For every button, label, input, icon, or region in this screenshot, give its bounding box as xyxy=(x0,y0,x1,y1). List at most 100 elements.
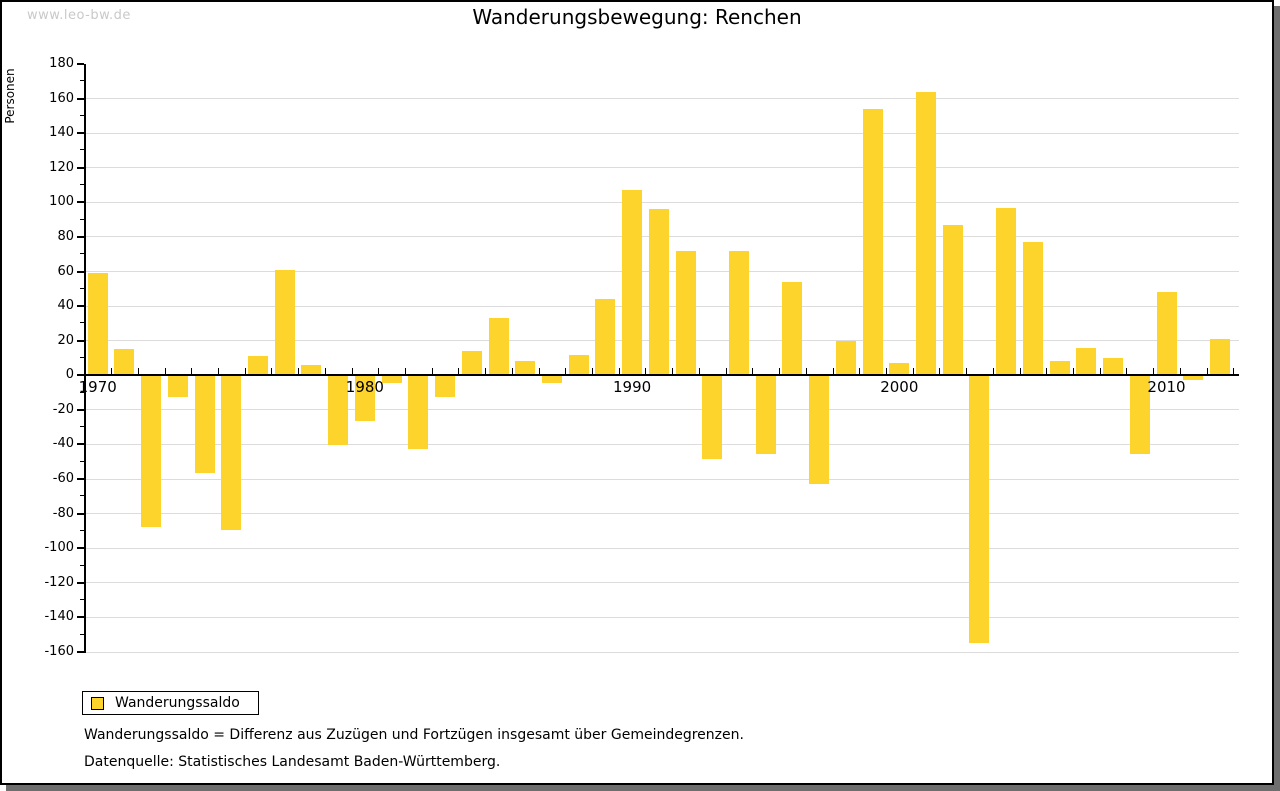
x-tick xyxy=(1206,368,1208,376)
x-tick xyxy=(672,368,674,376)
x-tick xyxy=(111,368,113,376)
x-tick-label: 2000 xyxy=(880,378,919,397)
x-tick xyxy=(645,368,647,376)
legend-box: Wanderungssaldo xyxy=(82,691,259,715)
y-tick-minor xyxy=(80,460,84,462)
x-tick-label: 2010 xyxy=(1147,378,1186,397)
bar-2008 xyxy=(1103,358,1124,376)
x-tick xyxy=(191,368,193,376)
bar-1975 xyxy=(221,376,242,531)
bar-1986 xyxy=(515,361,536,376)
bar-1999 xyxy=(862,108,883,376)
x-tick xyxy=(698,368,700,376)
y-tick-major xyxy=(77,374,84,377)
x-tick xyxy=(324,368,326,376)
y-tick-label: 160 xyxy=(49,90,74,106)
gridline xyxy=(84,132,1239,134)
y-tick-label: 120 xyxy=(49,159,74,175)
y-tick-major xyxy=(77,339,84,342)
x-tick xyxy=(378,368,380,376)
y-tick-label: 140 xyxy=(49,125,74,141)
y-tick-minor xyxy=(80,253,84,255)
bar-2005 xyxy=(1022,242,1043,376)
y-tick-major xyxy=(77,63,84,65)
y-tick-major xyxy=(77,408,84,411)
gridline xyxy=(84,513,1239,515)
y-tick-minor xyxy=(80,80,84,82)
x-tick xyxy=(298,368,300,376)
x-tick xyxy=(1233,368,1235,376)
x-tick xyxy=(805,368,807,376)
bar-1979 xyxy=(328,376,349,446)
bar-1971 xyxy=(114,349,135,376)
gridline xyxy=(84,443,1239,445)
y-tick-minor xyxy=(80,495,84,497)
x-tick xyxy=(351,368,353,376)
y-tick-label: -40 xyxy=(52,436,74,452)
footnote-source: Datenquelle: Statistisches Landesamt Bad… xyxy=(84,754,501,770)
x-tick xyxy=(1179,368,1181,376)
y-tick-label: -100 xyxy=(44,540,74,556)
bar-1983 xyxy=(435,376,456,398)
x-tick xyxy=(779,368,781,376)
x-tick-label: 1980 xyxy=(345,378,384,397)
gridline xyxy=(84,582,1239,584)
bar-1981 xyxy=(381,376,402,384)
bar-1992 xyxy=(675,250,696,376)
legend-label: Wanderungssaldo xyxy=(115,695,240,711)
y-tick-minor xyxy=(80,218,84,220)
x-tick xyxy=(752,368,754,376)
chart-title: Wanderungsbewegung: Renchen xyxy=(472,5,802,29)
y-tick-minor xyxy=(80,391,84,393)
bar-1974 xyxy=(194,376,215,474)
bar-1993 xyxy=(702,376,723,460)
y-tick-minor xyxy=(80,633,84,635)
y-tick-label: -120 xyxy=(44,574,74,590)
bar-1989 xyxy=(595,299,616,376)
bar-1998 xyxy=(835,340,856,376)
x-tick xyxy=(912,368,914,376)
y-tick-major xyxy=(77,132,84,135)
gridline xyxy=(84,616,1239,618)
y-tick-minor xyxy=(80,114,84,116)
x-tick xyxy=(511,368,513,376)
gridline xyxy=(84,201,1239,203)
x-tick xyxy=(618,368,620,376)
y-tick-major xyxy=(77,443,84,446)
bar-1978 xyxy=(301,364,322,376)
bar-2006 xyxy=(1049,361,1070,376)
bar-1970 xyxy=(87,273,108,376)
bar-2007 xyxy=(1076,347,1097,376)
bar-1995 xyxy=(755,376,776,455)
bar-2009 xyxy=(1129,376,1150,455)
y-tick-minor xyxy=(80,564,84,566)
y-tick-minor xyxy=(80,184,84,186)
gridline xyxy=(84,409,1239,411)
bar-2012 xyxy=(1209,338,1230,376)
bar-1987 xyxy=(541,376,562,384)
bar-1973 xyxy=(167,376,188,398)
x-tick-label: 1990 xyxy=(613,378,652,397)
bar-1988 xyxy=(568,354,589,376)
y-tick-major xyxy=(77,235,84,238)
bar-1994 xyxy=(728,250,749,376)
x-tick xyxy=(1099,368,1101,376)
y-tick-major xyxy=(77,97,84,100)
y-tick-minor xyxy=(80,322,84,324)
y-tick-major xyxy=(77,616,84,619)
x-tick xyxy=(1046,368,1048,376)
y-tick-minor xyxy=(80,529,84,531)
y-tick-label: -160 xyxy=(44,644,74,659)
x-tick xyxy=(485,368,487,376)
bar-1982 xyxy=(408,376,429,449)
footnote-definition: Wanderungssaldo = Differenz aus Zuzügen … xyxy=(84,727,744,743)
bar-1984 xyxy=(461,351,482,376)
bar-1985 xyxy=(488,318,509,376)
x-tick xyxy=(859,368,861,376)
y-tick-major xyxy=(77,581,84,584)
x-tick xyxy=(1126,368,1128,376)
x-tick xyxy=(271,368,273,376)
x-tick-label: 1970 xyxy=(78,378,117,397)
y-tick-label: 0 xyxy=(65,367,74,383)
plot-area: 180 160 140 120 100 80 60 40 20 0 -20 -40 -60 -80 -100… xyxy=(44,56,1239,659)
